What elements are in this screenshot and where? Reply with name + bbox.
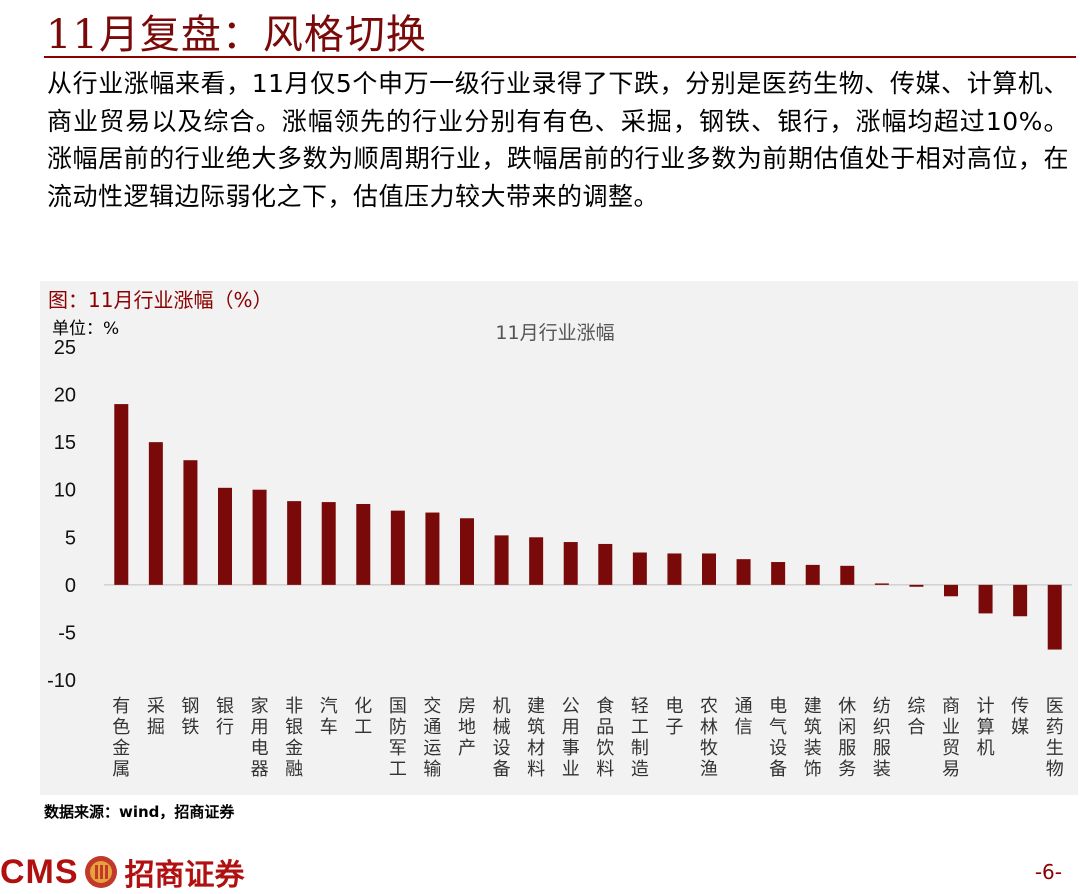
page-number: -6- xyxy=(1034,860,1062,884)
x-tick-label: 通信 xyxy=(735,696,753,738)
bar xyxy=(425,512,440,585)
bar xyxy=(494,535,509,585)
x-tick-label: 有色金属 xyxy=(112,696,130,780)
x-tick-label: 纺织服装 xyxy=(873,696,891,780)
bar xyxy=(148,442,163,585)
cms-logo: CMS 招商证券 xyxy=(0,852,245,894)
x-tick-label: 采掘 xyxy=(147,696,165,738)
x-tick-label: 国防军工 xyxy=(389,696,407,780)
bar xyxy=(1013,584,1028,617)
bar xyxy=(252,489,267,585)
x-tick-label: 医药生物 xyxy=(1046,696,1064,780)
x-tick-label: 家用电器 xyxy=(251,696,269,780)
bar xyxy=(563,542,578,585)
x-tick-label: 休闲服务 xyxy=(838,696,856,780)
bar xyxy=(1047,584,1062,650)
x-tick-label: 机械设备 xyxy=(493,696,511,780)
data-source: 数据来源：wind，招商证券 xyxy=(44,803,235,821)
x-tick-label: 非银金融 xyxy=(285,696,303,780)
bar xyxy=(598,543,613,585)
x-tick-label: 农林牧渔 xyxy=(700,696,718,780)
intro-paragraph: 从行业涨幅来看，11月仅5个申万一级行业录得了下跌，分别是医药生物、传媒、计算机… xyxy=(47,69,1069,211)
figure-panel xyxy=(40,281,1078,795)
x-tick-label: 钢铁 xyxy=(181,696,199,738)
bar xyxy=(944,584,958,597)
x-tick-label: 建筑材料 xyxy=(527,696,545,780)
x-tick-label: 交通运输 xyxy=(423,696,441,780)
chart-title: 11月行业涨幅 xyxy=(495,322,614,344)
y-tick-label: 0 xyxy=(65,575,76,597)
bar xyxy=(529,537,544,585)
bar xyxy=(218,487,232,585)
logo-company-name: 招商证券 xyxy=(124,858,245,893)
y-tick-label: 5 xyxy=(65,527,76,549)
x-tick-label: 化工 xyxy=(354,696,372,738)
x-tick-label: 建筑装饰 xyxy=(804,696,822,780)
bar xyxy=(736,559,751,585)
bar xyxy=(702,553,716,585)
page-title: 11月复盘：风格切换 xyxy=(46,12,427,58)
bar xyxy=(356,503,371,585)
logo-emblem-icon xyxy=(84,856,117,888)
x-tick-label: 电气设备 xyxy=(769,696,787,780)
bar xyxy=(909,584,924,587)
bar xyxy=(460,518,474,585)
x-tick-label: 汽车 xyxy=(320,696,338,738)
x-tick-label: 商业贸易 xyxy=(942,696,960,780)
bar xyxy=(771,562,786,585)
y-tick-label: -10 xyxy=(47,670,76,692)
x-tick-label: 银行 xyxy=(216,696,234,738)
unit-label: 单位：% xyxy=(52,319,120,339)
x-tick-label: 计算机 xyxy=(977,696,995,759)
x-tick-label: 综合 xyxy=(907,696,925,738)
x-tick-label: 食品饮料 xyxy=(596,696,614,780)
bar xyxy=(321,502,336,585)
y-tick-label: -5 xyxy=(58,622,76,644)
bar xyxy=(874,583,889,585)
bar xyxy=(805,564,820,585)
bar xyxy=(183,460,198,585)
x-tick-label: 房地产 xyxy=(458,696,476,759)
bar xyxy=(840,565,855,585)
bar xyxy=(978,584,993,614)
bar xyxy=(287,501,302,585)
x-tick-label: 传媒 xyxy=(1011,696,1029,738)
figure-title: 图：11月行业涨幅（%） xyxy=(48,288,273,312)
bar xyxy=(390,510,405,585)
title-divider xyxy=(44,56,1076,58)
bar xyxy=(632,552,647,585)
x-tick-label: 轻工制造 xyxy=(631,696,649,780)
bar xyxy=(667,553,682,585)
x-tick-label: 公用事业 xyxy=(562,696,580,780)
logo-text: CMS xyxy=(0,852,79,891)
y-tick-label: 25 xyxy=(54,337,76,359)
y-tick-label: 15 xyxy=(54,432,76,454)
bar xyxy=(114,404,129,585)
x-tick-label: 电子 xyxy=(665,696,683,738)
y-tick-label: 20 xyxy=(54,385,76,407)
y-tick-label: 10 xyxy=(54,480,76,502)
